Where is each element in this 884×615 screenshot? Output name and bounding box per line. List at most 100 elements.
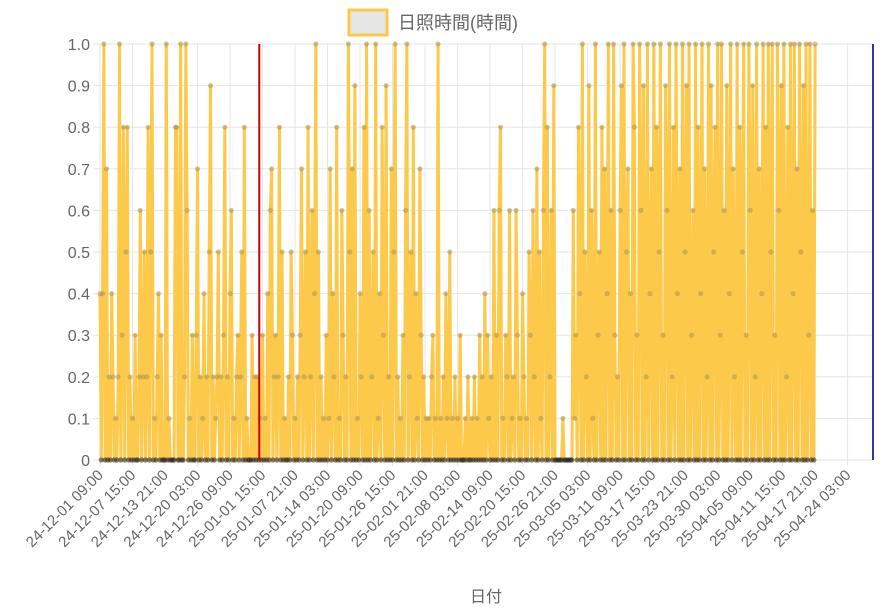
y-axis-ticks: 0 0.1 0.2 0.3 0.4 0.5 0.6 0.7 0.8 0.9 1.0 bbox=[68, 37, 100, 470]
data-point bbox=[594, 457, 600, 463]
data-point bbox=[449, 415, 455, 421]
data-point bbox=[768, 249, 774, 255]
data-point bbox=[668, 457, 674, 463]
data-point bbox=[616, 457, 622, 463]
data-point bbox=[103, 166, 110, 172]
data-point bbox=[213, 415, 219, 421]
data-point bbox=[686, 41, 692, 47]
data-point bbox=[803, 41, 809, 47]
y-tick-label: 0.7 bbox=[68, 162, 90, 179]
data-point bbox=[778, 83, 784, 89]
data-point bbox=[519, 291, 526, 297]
data-point bbox=[136, 374, 142, 380]
data-point bbox=[794, 166, 800, 172]
data-point bbox=[726, 291, 732, 297]
marker-lines bbox=[258, 44, 874, 460]
y-tick-label: 0.8 bbox=[68, 120, 90, 137]
data-point bbox=[423, 415, 429, 421]
data-point bbox=[269, 166, 275, 172]
data-point bbox=[308, 374, 314, 380]
data-point bbox=[644, 41, 651, 47]
data-point bbox=[767, 457, 773, 463]
data-point bbox=[496, 207, 502, 213]
data-point bbox=[337, 457, 344, 463]
data-point bbox=[349, 166, 355, 172]
data-point bbox=[198, 457, 205, 463]
data-point bbox=[804, 457, 810, 463]
data-point bbox=[746, 41, 752, 47]
data-point bbox=[705, 41, 712, 47]
data-point bbox=[604, 291, 610, 297]
data-point bbox=[336, 415, 342, 421]
data-point bbox=[287, 457, 293, 463]
data-point bbox=[315, 249, 322, 255]
data-point bbox=[586, 83, 592, 89]
data-point bbox=[504, 374, 510, 380]
series-line bbox=[98, 42, 817, 462]
data-point bbox=[132, 332, 138, 338]
data-point bbox=[413, 291, 419, 297]
data-point bbox=[300, 457, 306, 463]
data-point bbox=[100, 291, 106, 297]
data-point bbox=[539, 457, 545, 463]
y-tick-label: 0.3 bbox=[68, 328, 90, 345]
y-tick-label: 0.6 bbox=[68, 203, 90, 220]
data-point bbox=[321, 415, 327, 421]
data-point bbox=[752, 374, 758, 380]
data-point bbox=[292, 415, 298, 421]
data-point bbox=[239, 249, 245, 255]
data-point bbox=[544, 124, 550, 130]
data-point bbox=[747, 207, 753, 213]
data-point bbox=[266, 457, 272, 463]
data-point bbox=[754, 41, 760, 47]
data-point bbox=[703, 457, 709, 463]
data-point bbox=[228, 207, 234, 213]
data-point bbox=[739, 249, 745, 255]
data-point bbox=[518, 457, 524, 463]
data-point bbox=[689, 332, 695, 338]
data-point bbox=[624, 249, 630, 255]
data-point bbox=[495, 457, 501, 463]
data-point bbox=[386, 374, 392, 380]
data-point bbox=[661, 457, 667, 463]
data-point bbox=[757, 457, 764, 463]
data-point bbox=[326, 415, 332, 421]
data-point bbox=[787, 41, 794, 47]
data-point bbox=[379, 124, 385, 130]
data-point bbox=[508, 457, 514, 463]
data-point bbox=[709, 457, 716, 463]
data-point bbox=[514, 332, 520, 338]
data-point bbox=[222, 124, 228, 130]
series-line-path bbox=[98, 42, 817, 462]
data-point bbox=[643, 374, 649, 380]
data-point bbox=[289, 332, 296, 338]
data-point bbox=[531, 374, 537, 380]
chart-legend[interactable]: 日照時間(時間) bbox=[347, 8, 518, 37]
data-point bbox=[97, 291, 103, 297]
data-point bbox=[101, 41, 107, 47]
data-point bbox=[236, 457, 242, 463]
data-point bbox=[811, 457, 817, 463]
data-point bbox=[205, 457, 211, 463]
data-point bbox=[310, 457, 316, 463]
data-point bbox=[378, 457, 384, 463]
data-point bbox=[783, 374, 790, 380]
data-point bbox=[695, 124, 701, 130]
data-point bbox=[298, 166, 305, 172]
data-point bbox=[631, 124, 638, 130]
data-point bbox=[183, 41, 189, 47]
data-point bbox=[427, 457, 433, 463]
data-point bbox=[728, 41, 734, 47]
data-point bbox=[139, 457, 145, 463]
data-point bbox=[614, 374, 621, 380]
data-point bbox=[376, 291, 383, 297]
data-point bbox=[683, 83, 690, 89]
data-point bbox=[687, 457, 693, 463]
data-point bbox=[582, 249, 588, 255]
x-axis-title: 日付 bbox=[470, 588, 502, 606]
data-point bbox=[220, 332, 227, 338]
series-points bbox=[97, 41, 818, 463]
data-point bbox=[587, 457, 593, 463]
data-point bbox=[391, 249, 397, 255]
data-point bbox=[651, 41, 657, 47]
